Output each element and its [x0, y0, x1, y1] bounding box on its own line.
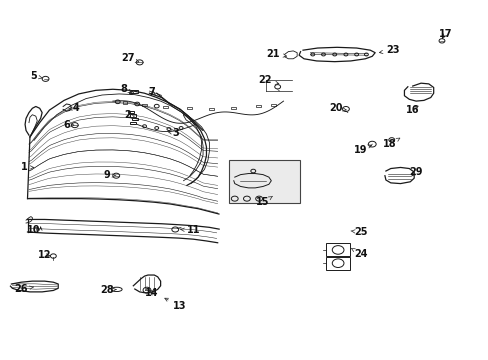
Text: 24: 24: [350, 248, 366, 258]
Text: 13: 13: [164, 298, 186, 311]
Text: 19: 19: [353, 144, 371, 154]
Bar: [231, 107, 236, 109]
Text: 23: 23: [379, 45, 399, 55]
Bar: [132, 118, 138, 121]
Bar: [122, 102, 127, 104]
Bar: [128, 111, 134, 113]
Text: 7: 7: [148, 87, 155, 97]
Text: 22: 22: [258, 75, 278, 85]
Text: 21: 21: [265, 49, 286, 59]
Bar: [255, 105, 260, 107]
Text: 5: 5: [30, 71, 42, 81]
Bar: [326, 243, 349, 256]
Text: 29: 29: [408, 167, 422, 177]
Bar: [187, 107, 192, 109]
Text: 3: 3: [168, 129, 179, 138]
Text: 4: 4: [69, 103, 80, 113]
Bar: [130, 90, 138, 93]
Text: 8: 8: [121, 84, 131, 94]
Text: 20: 20: [329, 103, 346, 113]
Bar: [142, 104, 147, 107]
Text: 26: 26: [14, 284, 33, 294]
Bar: [163, 106, 167, 108]
Text: 9: 9: [103, 170, 116, 180]
Text: 2: 2: [124, 111, 135, 121]
Text: 10: 10: [27, 225, 41, 235]
Text: 1: 1: [20, 162, 34, 172]
Text: 6: 6: [63, 120, 74, 130]
Text: 27: 27: [122, 53, 139, 63]
Bar: [326, 257, 349, 270]
Bar: [228, 160, 299, 203]
Bar: [271, 104, 276, 106]
Text: 17: 17: [438, 29, 451, 39]
Text: 12: 12: [38, 250, 51, 260]
Text: 16: 16: [405, 105, 419, 115]
Bar: [130, 114, 136, 117]
Text: 25: 25: [350, 227, 366, 237]
Bar: [208, 108, 213, 110]
Text: 15: 15: [256, 196, 272, 207]
Text: 18: 18: [382, 138, 399, 149]
Bar: [130, 122, 136, 124]
Text: 14: 14: [145, 288, 158, 298]
Text: 11: 11: [181, 225, 200, 235]
Text: 28: 28: [100, 285, 116, 296]
